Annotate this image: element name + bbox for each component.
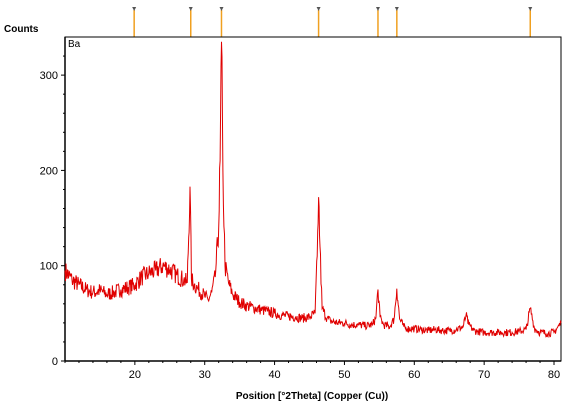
x-tick-label: 30 bbox=[199, 369, 211, 381]
reference-peak-marker bbox=[132, 7, 137, 11]
sample-label: Ba bbox=[68, 39, 81, 50]
x-tick-label: 80 bbox=[548, 369, 560, 381]
y-tick-label: 300 bbox=[40, 70, 58, 82]
reference-peak-marker bbox=[394, 7, 399, 11]
x-tick-label: 40 bbox=[268, 369, 280, 381]
y-tick-label: 200 bbox=[40, 165, 58, 177]
reference-peak-markers bbox=[132, 7, 533, 37]
axis-ticks: 20 30 40 50 60 70 80 0 100 200 300 bbox=[40, 55, 560, 381]
reference-peak-marker bbox=[316, 7, 321, 11]
x-axis-title: Position [°2Theta] (Copper (Cu)) bbox=[236, 391, 388, 402]
x-tick-label: 50 bbox=[338, 369, 350, 381]
x-tick-label: 60 bbox=[408, 369, 420, 381]
reference-peak-marker bbox=[219, 7, 224, 11]
x-tick-label: 70 bbox=[478, 369, 490, 381]
reference-peak-marker bbox=[188, 7, 193, 11]
y-axis-title: Counts bbox=[4, 24, 39, 35]
reference-peak-marker bbox=[528, 7, 533, 11]
x-tick-label: 20 bbox=[129, 369, 141, 381]
y-tick-label: 100 bbox=[40, 261, 58, 273]
plot-axes bbox=[64, 36, 562, 362]
reference-peak-marker bbox=[375, 7, 380, 11]
y-tick-label: 0 bbox=[52, 356, 58, 368]
series-line bbox=[64, 41, 562, 338]
